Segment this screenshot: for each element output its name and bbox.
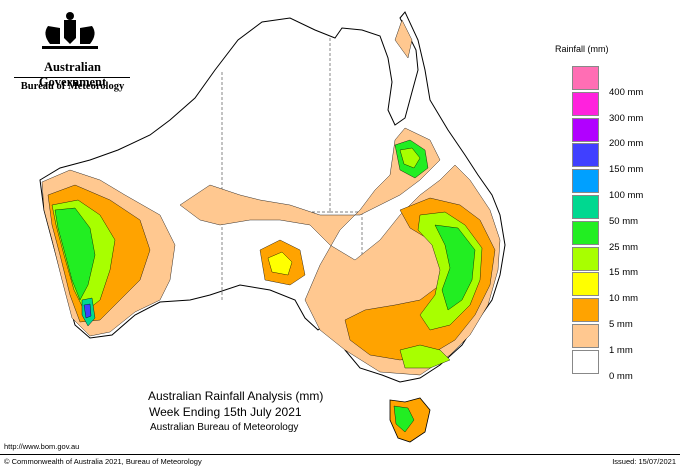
issued-date: Issued: 15/07/2021 <box>612 457 676 466</box>
legend-swatch <box>572 272 599 297</box>
footer-divider <box>0 454 680 455</box>
legend-swatch <box>572 298 599 323</box>
legend-swatch <box>572 220 599 245</box>
map-subtitle: Week Ending 15th July 2021 <box>149 405 302 419</box>
legend-swatch <box>572 66 599 90</box>
legend-swatch <box>572 349 599 374</box>
legend-swatch <box>572 246 599 271</box>
legend-swatch <box>572 91 599 116</box>
bom-link[interactable]: http://www.bom.gov.au <box>4 442 80 451</box>
map-credit: Australian Bureau of Meteorology <box>150 422 299 433</box>
copyright-text: © Commonwealth of Australia 2021, Bureau… <box>4 457 202 466</box>
legend-label: 200 mm <box>609 138 644 150</box>
legend-swatch <box>572 117 599 142</box>
legend-label: 100 mm <box>609 190 644 201</box>
legend-label: 5 mm <box>609 319 633 330</box>
legend-label: 300 mm <box>609 112 644 124</box>
legend-label: 1 mm <box>609 344 633 356</box>
legend-label: 150 mm <box>609 164 644 176</box>
legend-swatch <box>572 195 599 219</box>
bureau-label: Bureau of Meteorology <box>20 81 125 92</box>
legend-swatch <box>572 143 599 168</box>
legend-label: 0 mm <box>609 370 633 382</box>
coat-of-arms-icon <box>42 12 98 49</box>
government-label: Australian Government <box>38 60 107 89</box>
legend-label: 15 mm <box>609 267 639 279</box>
logo-divider <box>14 77 130 78</box>
legend-label: 25 mm <box>609 241 639 253</box>
legend-label: 400 mm <box>609 86 644 98</box>
map-title: Australian Rainfall Analysis (mm) <box>148 389 324 403</box>
legend-swatch <box>572 169 599 194</box>
legend-swatch <box>572 324 599 348</box>
legend-label: 50 mm <box>609 215 639 227</box>
legend-label: 10 mm <box>609 293 639 305</box>
legend-title: Rainfall (mm) <box>555 44 609 54</box>
rainfall-shading <box>41 19 501 376</box>
